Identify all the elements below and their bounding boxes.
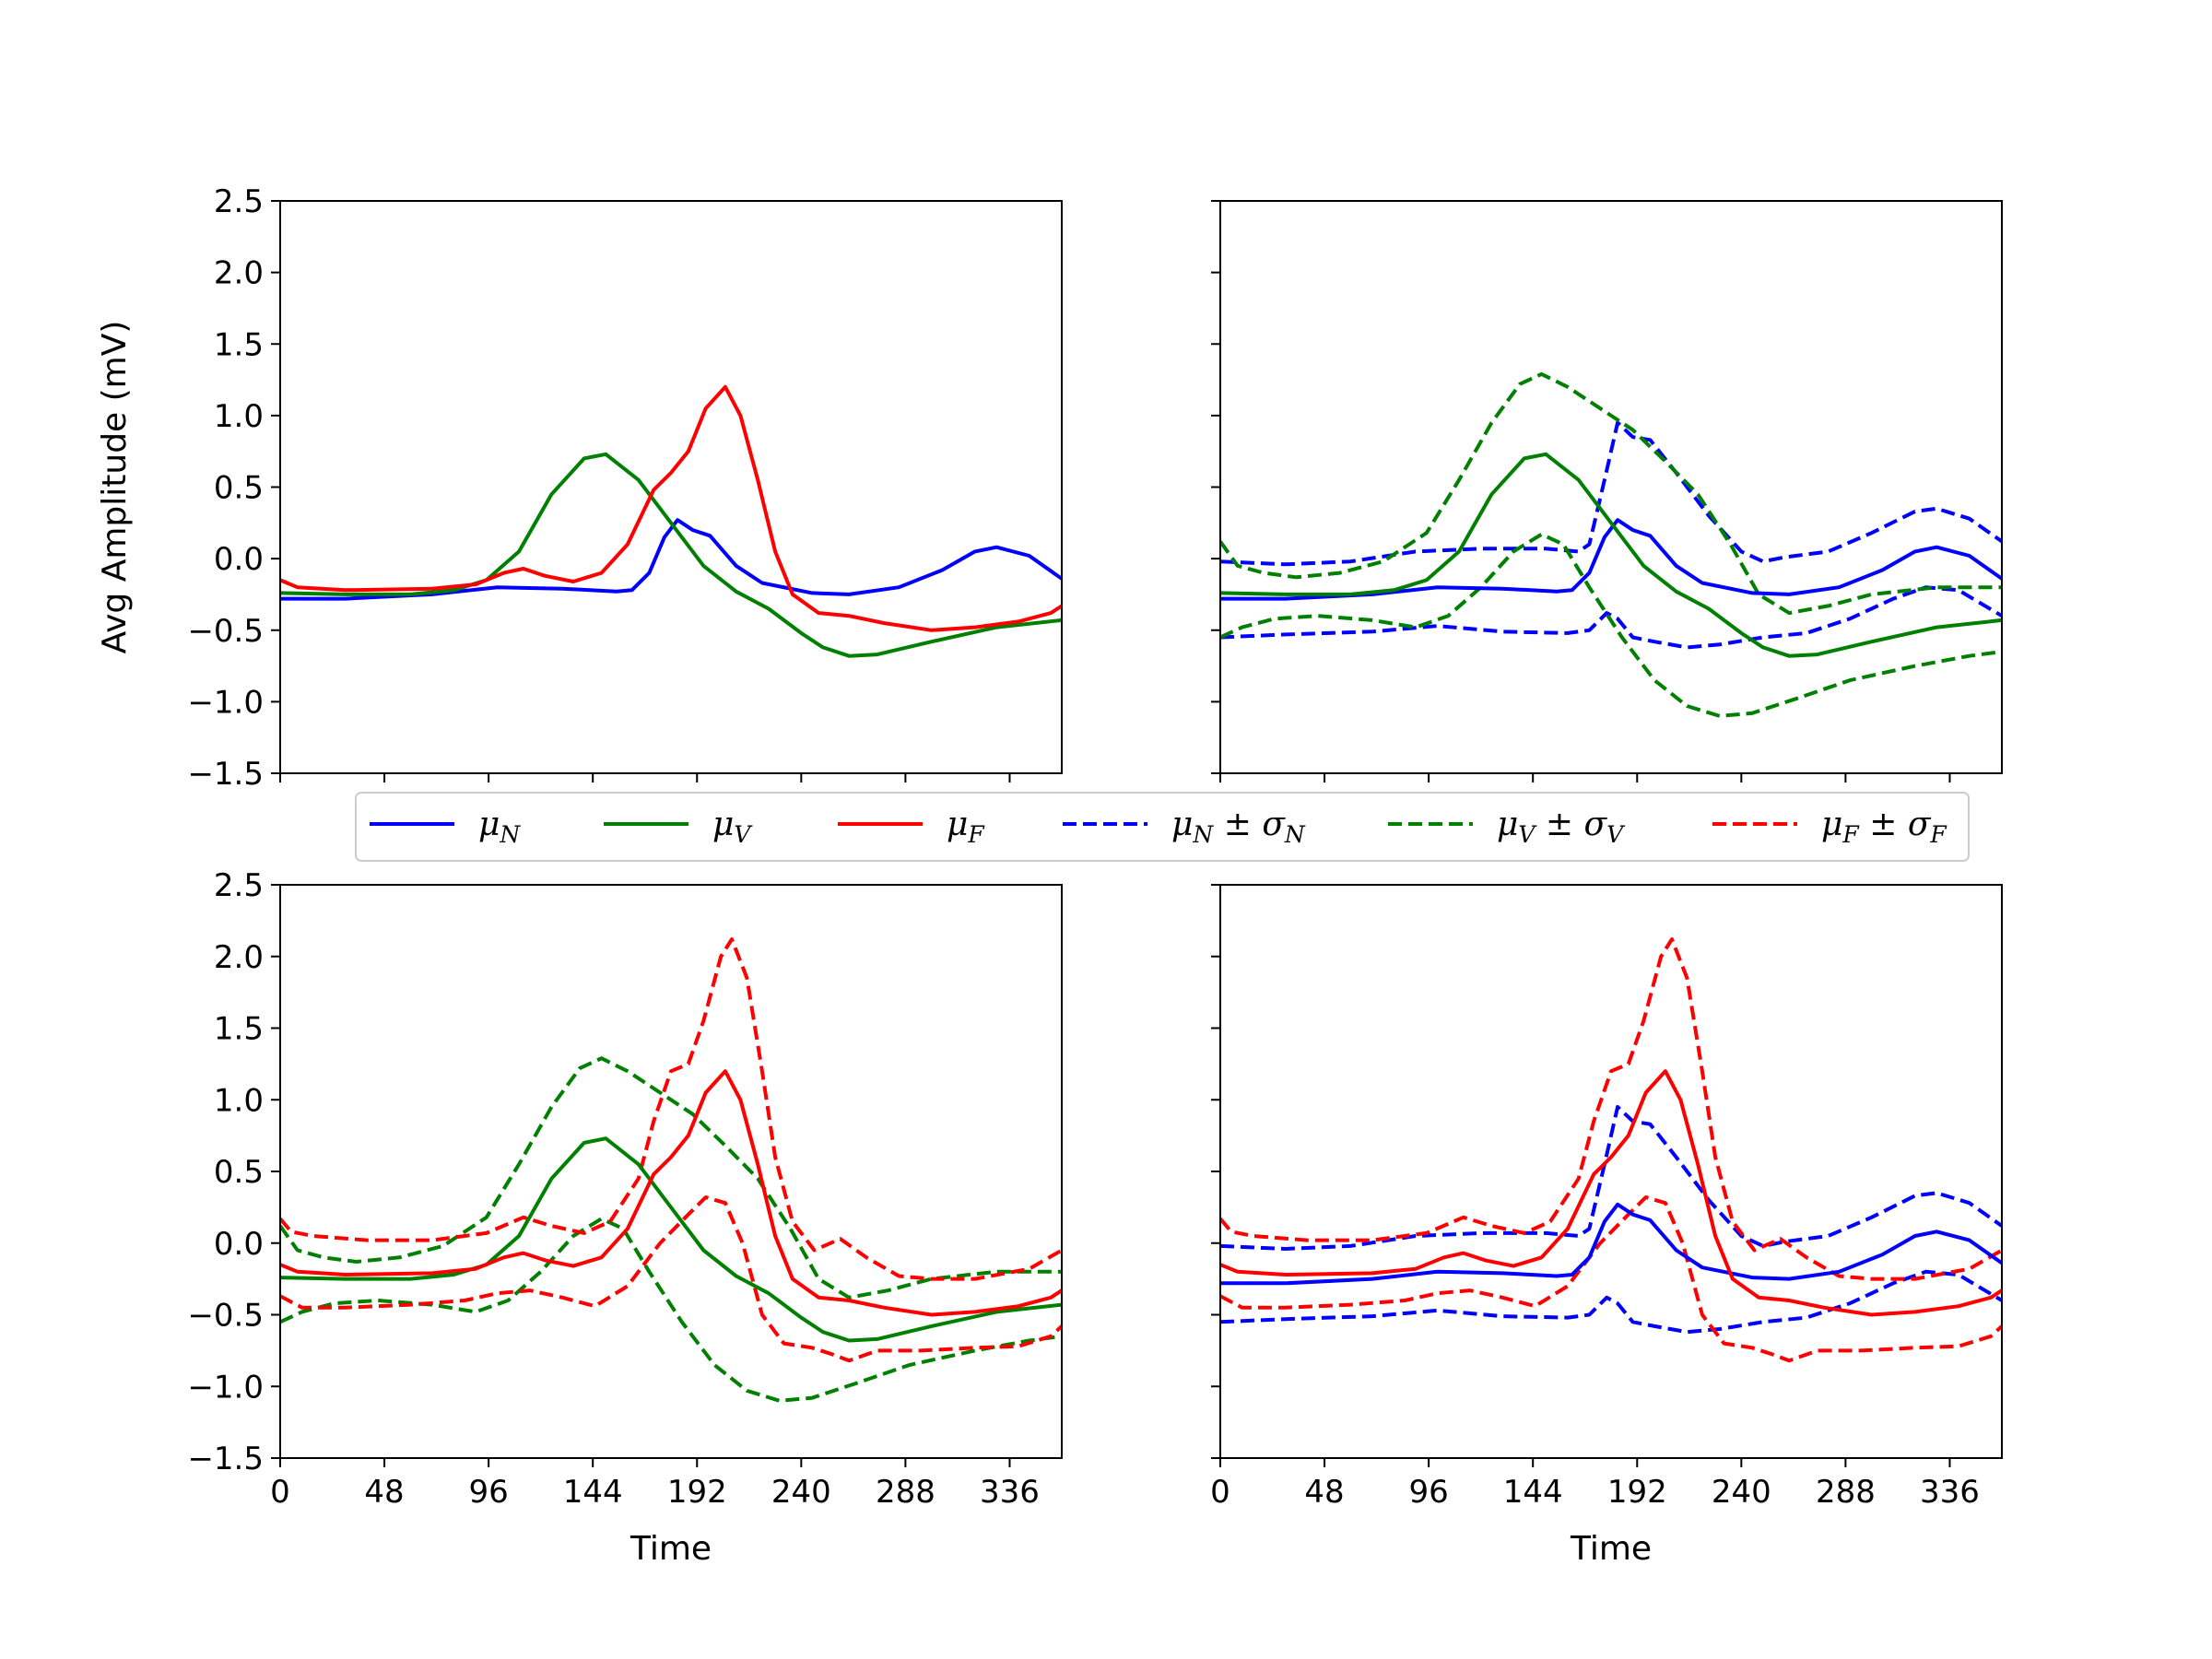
series-line-muVp — [1220, 371, 2002, 616]
series-line-muVp — [280, 1056, 1062, 1300]
x-tick-label: 48 — [364, 1474, 404, 1511]
x-tick-label: 192 — [1607, 1474, 1667, 1511]
series-line-muN — [1220, 518, 2002, 601]
series-line-muVm — [280, 1217, 1062, 1403]
y-tick-label: 0.0 — [214, 541, 264, 578]
subplot-bottom-left: 0 48 96 144 192 240 288 336 −1.5 −1.0 −0.5 0.0 0.5 1.… — [187, 867, 1063, 1568]
series-line-muNm — [1220, 585, 2002, 650]
series-line-muNp — [1220, 1105, 2002, 1251]
x-tick-label: 0 — [1210, 1474, 1230, 1511]
y-tick-label: 0.0 — [214, 1226, 264, 1263]
y-tick-label: 2.0 — [214, 939, 264, 976]
x-axis-label: Time — [629, 1530, 712, 1568]
legend-label: μV ± σV — [1497, 806, 1626, 848]
series-line-muF — [280, 384, 1062, 632]
plot-area — [280, 937, 1062, 1403]
legend-label: μN ± σN — [1171, 806, 1306, 848]
x-tick-label: 48 — [1304, 1474, 1344, 1511]
y-tick-label: 0.5 — [214, 1154, 264, 1191]
x-tick-label: 144 — [1503, 1474, 1563, 1511]
legend: μN μV μF μN ± σN μV ± σV μF ± σF — [355, 792, 1970, 862]
y-tick-label: 2.5 — [214, 183, 264, 220]
x-tick-label: 96 — [1409, 1474, 1449, 1511]
series-line-muFm — [280, 1195, 1062, 1363]
legend-label: μF ± σF — [1821, 806, 1947, 848]
series-line-muVm — [1220, 532, 2002, 718]
y-tick-label: −0.5 — [187, 613, 264, 650]
y-tick-label: 2.0 — [214, 255, 264, 292]
x-tick-label: 336 — [1920, 1474, 1980, 1511]
legend-entry: μF — [838, 806, 985, 848]
legend-label: μV — [712, 806, 753, 848]
x-tick-label: 192 — [667, 1474, 727, 1511]
y-axis-label: Avg Amplitude (mV) — [96, 321, 134, 654]
legend-entry: μN ± σN — [1063, 806, 1306, 848]
x-tick-label: 96 — [469, 1474, 509, 1511]
plot-area — [280, 384, 1062, 658]
series-line-muFm — [1220, 1195, 2002, 1363]
series-line-muNp — [1220, 420, 2002, 567]
subplot-top-right — [1211, 200, 2003, 782]
y-tick-label: −1.5 — [187, 1441, 264, 1477]
y-tick-label: −1.5 — [187, 756, 264, 793]
series-line-muF — [280, 1069, 1062, 1317]
y-tick-label: 0.5 — [214, 470, 264, 507]
x-tick-label: 288 — [1816, 1474, 1876, 1511]
series-line-muN — [1220, 1202, 2002, 1286]
series-line-muV — [1220, 452, 2002, 658]
series-line-muNm — [1220, 1269, 2002, 1335]
legend-label: μN — [478, 806, 521, 848]
legend-label: μF — [947, 806, 985, 848]
x-tick-label: 288 — [876, 1474, 935, 1511]
y-tick-label: 1.0 — [214, 1082, 264, 1119]
y-tick-label: 1.0 — [214, 398, 264, 435]
y-tick-label: −1.0 — [187, 684, 264, 721]
legend-entry: μN — [370, 806, 521, 848]
x-tick-label: 0 — [270, 1474, 290, 1511]
y-tick-label: 1.5 — [214, 326, 264, 363]
subplot-top-left: −1.5 −1.0 −0.5 0.0 0.5 1.0 1.5 2.0 2.5 Avg Amplit… — [96, 183, 1063, 793]
x-axis-label: Time — [1570, 1530, 1652, 1568]
series-line-muFp — [1220, 937, 2002, 1281]
series-line-muN — [280, 518, 1062, 601]
subplot-bottom-right: 0 48 96 144 192 240 288 336 Time — [1210, 884, 2003, 1568]
y-tick-label: −1.0 — [187, 1369, 264, 1406]
y-tick-label: 1.5 — [214, 1011, 264, 1048]
x-tick-label: 240 — [1712, 1474, 1771, 1511]
x-tick-label: 240 — [771, 1474, 831, 1511]
x-tick-label: 336 — [980, 1474, 1040, 1511]
x-tick-label: 144 — [563, 1474, 623, 1511]
series-line-muFp — [280, 937, 1062, 1281]
legend-entry: μV ± σV — [1388, 806, 1626, 848]
y-tick-label: 2.5 — [214, 867, 264, 904]
plot-area — [1220, 937, 2002, 1363]
legend-entry: μV — [604, 806, 753, 848]
series-line-muF — [1220, 1069, 2002, 1317]
y-tick-label: −0.5 — [187, 1298, 264, 1335]
plot-area — [1220, 371, 2002, 718]
legend-entry: μF ± σF — [1712, 806, 1947, 848]
legend-frame — [355, 792, 1970, 862]
